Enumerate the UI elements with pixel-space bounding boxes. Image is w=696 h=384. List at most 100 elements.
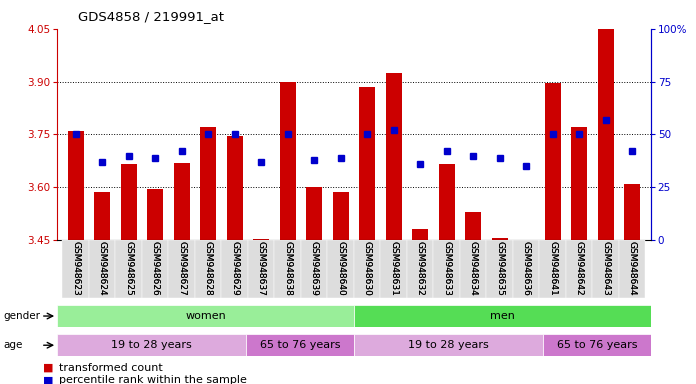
Bar [333, 192, 349, 240]
Bar [120, 164, 136, 240]
Text: GSM948623: GSM948623 [71, 241, 80, 296]
Bar [94, 192, 110, 240]
Text: GSM948637: GSM948637 [257, 241, 266, 296]
FancyBboxPatch shape [381, 240, 407, 298]
FancyBboxPatch shape [354, 240, 381, 298]
Bar [492, 238, 507, 240]
FancyBboxPatch shape [592, 240, 619, 298]
FancyBboxPatch shape [63, 240, 89, 298]
Text: GSM948633: GSM948633 [442, 241, 451, 296]
Text: GSM948630: GSM948630 [363, 241, 372, 296]
Text: GSM948625: GSM948625 [124, 241, 133, 296]
Text: transformed count: transformed count [59, 363, 163, 373]
FancyBboxPatch shape [460, 240, 487, 298]
Bar [438, 164, 454, 240]
Text: GSM948625: GSM948625 [124, 241, 133, 296]
Text: GSM948626: GSM948626 [150, 241, 159, 296]
FancyBboxPatch shape [354, 305, 651, 327]
Text: GSM948641: GSM948641 [548, 241, 557, 296]
Text: GSM948623: GSM948623 [71, 241, 80, 296]
Text: GSM948629: GSM948629 [230, 241, 239, 296]
Text: GSM948635: GSM948635 [495, 241, 504, 296]
Text: GSM948644: GSM948644 [628, 241, 637, 296]
Bar [412, 230, 428, 240]
FancyBboxPatch shape [168, 240, 195, 298]
Text: GSM948628: GSM948628 [204, 241, 213, 296]
Bar [147, 189, 163, 240]
FancyBboxPatch shape [301, 240, 327, 298]
Text: GSM948632: GSM948632 [416, 241, 425, 296]
Text: men: men [490, 311, 515, 321]
FancyBboxPatch shape [539, 240, 566, 298]
Text: GSM948640: GSM948640 [336, 241, 345, 296]
Text: ■: ■ [43, 363, 54, 373]
FancyBboxPatch shape [89, 240, 116, 298]
Text: GSM948638: GSM948638 [283, 241, 292, 296]
Text: gender: gender [3, 311, 40, 321]
FancyBboxPatch shape [248, 240, 274, 298]
Bar [465, 212, 481, 240]
Bar [624, 184, 640, 240]
Text: GSM948639: GSM948639 [310, 241, 319, 296]
FancyBboxPatch shape [543, 334, 651, 356]
Bar [598, 29, 614, 240]
Text: GSM948642: GSM948642 [575, 241, 584, 296]
Text: GSM948643: GSM948643 [601, 241, 610, 296]
Text: 19 to 28 years: 19 to 28 years [408, 340, 489, 350]
Text: GSM948639: GSM948639 [310, 241, 319, 296]
Text: GDS4858 / 219991_at: GDS4858 / 219991_at [78, 10, 224, 23]
Bar [571, 127, 587, 240]
Bar [545, 83, 561, 240]
Text: GSM948636: GSM948636 [522, 241, 530, 296]
FancyBboxPatch shape [327, 240, 354, 298]
FancyBboxPatch shape [57, 334, 246, 356]
Bar [253, 239, 269, 240]
Text: GSM948629: GSM948629 [230, 241, 239, 296]
Text: GSM948626: GSM948626 [150, 241, 159, 296]
Text: 65 to 76 years: 65 to 76 years [557, 340, 637, 350]
Text: GSM948641: GSM948641 [548, 241, 557, 296]
Text: ■: ■ [43, 375, 54, 384]
Bar [227, 136, 243, 240]
Bar [200, 127, 216, 240]
FancyBboxPatch shape [407, 240, 434, 298]
FancyBboxPatch shape [57, 305, 354, 327]
FancyBboxPatch shape [513, 240, 539, 298]
Text: 65 to 76 years: 65 to 76 years [260, 340, 340, 350]
FancyBboxPatch shape [221, 240, 248, 298]
Text: 19 to 28 years: 19 to 28 years [111, 340, 192, 350]
FancyBboxPatch shape [487, 240, 513, 298]
Text: percentile rank within the sample: percentile rank within the sample [59, 375, 247, 384]
Text: GSM948632: GSM948632 [416, 241, 425, 296]
FancyBboxPatch shape [619, 240, 645, 298]
Text: GSM948635: GSM948635 [495, 241, 504, 296]
Text: GSM948630: GSM948630 [363, 241, 372, 296]
Text: GSM948627: GSM948627 [177, 241, 186, 296]
Text: GSM948631: GSM948631 [389, 241, 398, 296]
Text: GSM948638: GSM948638 [283, 241, 292, 296]
Text: GSM948633: GSM948633 [442, 241, 451, 296]
Text: GSM948631: GSM948631 [389, 241, 398, 296]
Text: GSM948642: GSM948642 [575, 241, 584, 296]
Text: GSM948627: GSM948627 [177, 241, 186, 296]
Text: GSM948634: GSM948634 [468, 241, 477, 296]
Text: GSM948640: GSM948640 [336, 241, 345, 296]
Bar [306, 187, 322, 240]
FancyBboxPatch shape [274, 240, 301, 298]
FancyBboxPatch shape [116, 240, 142, 298]
FancyBboxPatch shape [142, 240, 168, 298]
Text: GSM948643: GSM948643 [601, 241, 610, 296]
FancyBboxPatch shape [434, 240, 460, 298]
FancyBboxPatch shape [354, 334, 543, 356]
Text: GSM948637: GSM948637 [257, 241, 266, 296]
Text: GSM948644: GSM948644 [628, 241, 637, 296]
Text: GSM948628: GSM948628 [204, 241, 213, 296]
FancyBboxPatch shape [195, 240, 221, 298]
Bar [68, 131, 84, 240]
Bar [386, 73, 402, 240]
Text: age: age [3, 340, 23, 350]
Text: GSM948636: GSM948636 [522, 241, 530, 296]
Bar [174, 162, 189, 240]
Bar [280, 81, 296, 240]
FancyBboxPatch shape [566, 240, 592, 298]
